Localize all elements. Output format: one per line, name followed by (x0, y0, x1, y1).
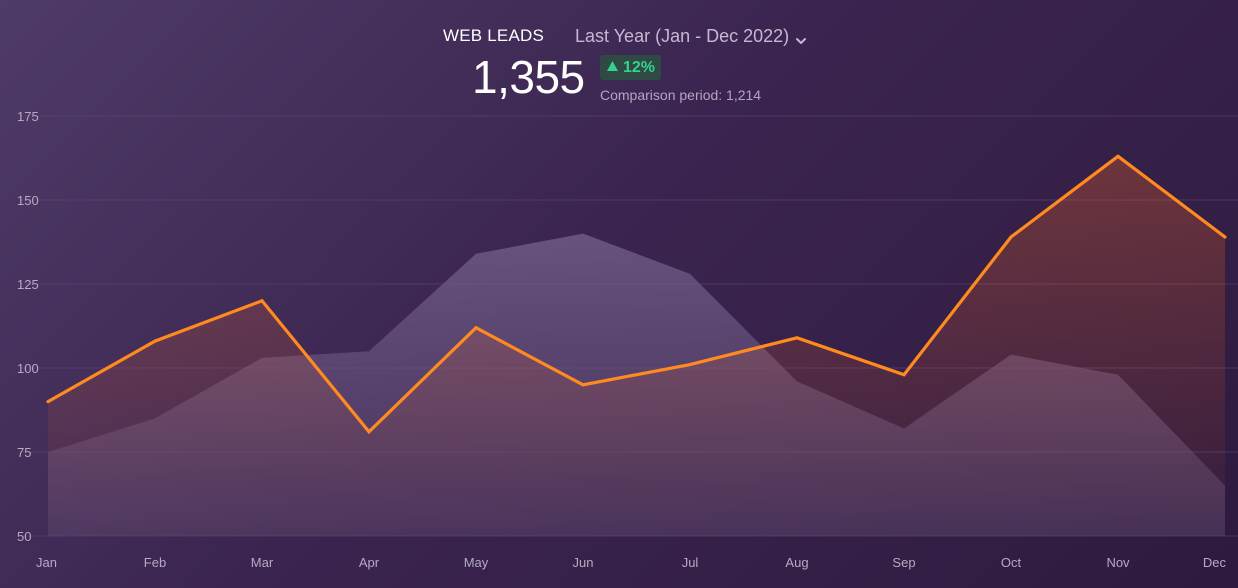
y-tick-label: 50 (17, 529, 31, 544)
current-point[interactable] (795, 336, 799, 340)
x-tick-label: Sep (892, 555, 915, 570)
x-tick-label: Oct (1001, 555, 1022, 570)
x-tick-label: Aug (785, 555, 808, 570)
chevron-down-icon (795, 31, 807, 44)
x-tick-label: Jan (36, 555, 57, 570)
x-tick-label: Jun (573, 555, 594, 570)
current-area (48, 156, 1225, 537)
current-point[interactable] (1223, 235, 1227, 239)
delta-badge: 12% (600, 55, 662, 80)
current-line (46, 154, 1227, 435)
y-tick-label: 175 (17, 109, 39, 124)
x-tick-label: Feb (144, 555, 166, 570)
delta-value: 12% (623, 58, 656, 76)
y-tick-label: 75 (17, 445, 31, 460)
y-tick-label: 100 (17, 361, 39, 376)
period-label: Last Year (Jan - Dec 2022) (575, 26, 790, 46)
x-axis: Jan Feb Mar Apr May Jun Jul Aug Sep Oct Nov Dec (36, 555, 1226, 570)
current-point[interactable] (474, 326, 478, 330)
current-point[interactable] (46, 400, 50, 404)
current-point[interactable] (688, 363, 692, 367)
current-point[interactable] (902, 373, 906, 377)
x-tick-label: Dec (1203, 555, 1227, 570)
chart-header: WEB LEADS Last Year (Jan - Dec 2022) 1,3… (0, 0, 1238, 110)
triangle-up-icon (606, 59, 619, 77)
current-point[interactable] (260, 299, 264, 303)
x-tick-label: Mar (251, 555, 274, 570)
current-point[interactable] (581, 383, 585, 387)
y-tick-label: 150 (17, 193, 39, 208)
comparison-text: Comparison period: 1,214 (600, 87, 762, 103)
current-point[interactable] (367, 430, 371, 434)
current-point[interactable] (1116, 154, 1120, 158)
x-tick-label: May (464, 555, 489, 570)
x-tick-label: Jul (682, 555, 699, 570)
x-tick-label: Apr (359, 555, 380, 570)
period-dropdown[interactable]: Last Year (Jan - Dec 2022) (575, 26, 807, 47)
y-tick-label: 125 (17, 277, 39, 292)
metric-value: 1,355 (472, 51, 585, 103)
current-series (46, 154, 1227, 537)
y-axis: 50 75 100 125 150 175 (17, 109, 39, 544)
x-tick-label: Nov (1106, 555, 1130, 570)
metric-title: WEB LEADS (443, 26, 544, 45)
current-point[interactable] (153, 339, 157, 343)
current-point[interactable] (1009, 235, 1013, 239)
